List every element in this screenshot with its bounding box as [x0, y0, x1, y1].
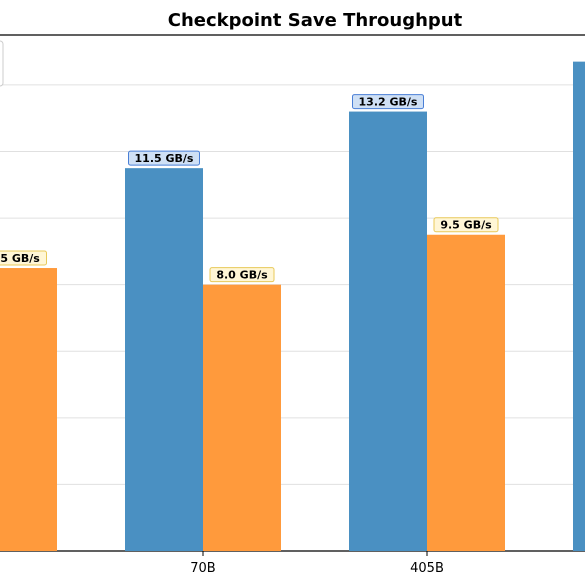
data-labels: 11.5 GB/s 13.2 GB/s .5 GB/s 8.0 GB/s 9.5 GB/…	[0, 94, 499, 283]
data-label: 13.2 GB/s	[359, 96, 418, 109]
data-label-box	[433, 217, 499, 233]
legend-box	[0, 40, 4, 87]
bar-series2-cat0	[0, 268, 57, 551]
x-tick-label: 405B	[410, 561, 444, 576]
data-label-box	[352, 94, 424, 110]
grid-lines	[0, 84, 585, 485]
data-label: 9.5 GB/s	[440, 219, 492, 232]
x-tick-label: 70B	[190, 561, 215, 576]
data-label: 8.0 GB/s	[216, 269, 268, 282]
bar-series1-70B	[125, 168, 203, 551]
chart-title: Checkpoint Save Throughput	[168, 10, 463, 31]
bar-series1-cat3	[573, 61, 585, 551]
x-ticks: 70B 405B	[190, 551, 444, 576]
data-label-box	[0, 250, 47, 266]
data-label-box	[128, 150, 200, 166]
bars	[0, 61, 585, 551]
data-label: 11.5 GB/s	[135, 152, 194, 165]
bar-series2-70B	[203, 284, 281, 551]
data-label-box	[209, 267, 275, 283]
bar-series1-405B	[349, 111, 427, 551]
bar-series2-405B	[427, 234, 505, 551]
data-label: .5 GB/s	[0, 252, 40, 265]
